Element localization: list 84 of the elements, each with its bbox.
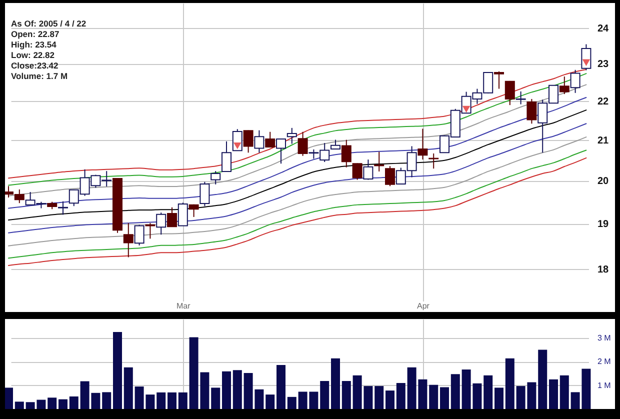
y-tick-label: 19 bbox=[598, 219, 610, 230]
y-tick-label: 20 bbox=[598, 176, 610, 188]
bar bbox=[48, 398, 57, 409]
bar bbox=[276, 364, 286, 409]
bar bbox=[342, 381, 351, 409]
bar bbox=[440, 387, 449, 409]
candlestick bbox=[286, 127, 297, 144]
bar bbox=[505, 358, 514, 409]
bar bbox=[266, 394, 275, 409]
bar bbox=[113, 332, 122, 409]
bar bbox=[5, 388, 13, 409]
candlestick bbox=[504, 80, 515, 106]
candlestick bbox=[526, 98, 537, 124]
bar bbox=[484, 375, 493, 409]
candlestick bbox=[58, 200, 68, 216]
point bbox=[462, 106, 470, 113]
bar bbox=[560, 375, 569, 409]
candlestick bbox=[134, 224, 144, 246]
candlestick bbox=[570, 69, 580, 94]
annotation: Open: 22.87 bbox=[11, 29, 60, 39]
bar bbox=[58, 399, 68, 409]
line-series bbox=[8, 110, 587, 221]
bar bbox=[331, 358, 340, 409]
bar bbox=[168, 392, 176, 409]
bar bbox=[287, 396, 296, 409]
annotation: Low: 22.82 bbox=[11, 50, 55, 60]
candlestick bbox=[418, 128, 428, 160]
candlestick bbox=[559, 76, 570, 95]
bar bbox=[124, 367, 133, 409]
candlestick bbox=[363, 159, 374, 180]
y-tick-label: 21 bbox=[598, 135, 610, 146]
line-series bbox=[8, 96, 587, 209]
bar bbox=[320, 381, 330, 409]
y-tick-label: 23 bbox=[598, 59, 610, 70]
candlestick bbox=[352, 162, 362, 180]
y-tick-label: 2 M bbox=[598, 357, 612, 366]
candlestick bbox=[178, 202, 188, 226]
candlestick bbox=[222, 140, 232, 172]
candlestick bbox=[516, 90, 526, 105]
point bbox=[234, 142, 242, 150]
x-tick-label: Apr bbox=[416, 302, 430, 310]
y-tick-label: 18 bbox=[598, 264, 610, 276]
line-series bbox=[8, 136, 587, 246]
y-tick-label: 24 bbox=[598, 24, 610, 35]
y-tick-label: 1 M bbox=[598, 380, 612, 390]
bar bbox=[14, 402, 24, 409]
candlestick bbox=[341, 139, 352, 168]
annotation: High: 23.54 bbox=[11, 40, 57, 50]
bar bbox=[102, 392, 112, 409]
candlestick bbox=[167, 206, 177, 228]
bar bbox=[429, 384, 438, 409]
candlestick bbox=[188, 204, 199, 218]
bar bbox=[549, 379, 558, 409]
bar bbox=[69, 396, 78, 409]
candlestick bbox=[494, 70, 504, 90]
bar bbox=[374, 386, 384, 409]
x-tick-label: Mar bbox=[176, 302, 191, 310]
candlestick bbox=[200, 181, 210, 207]
bar bbox=[156, 392, 166, 409]
annotation: Close:23.42 bbox=[11, 60, 59, 70]
bar bbox=[211, 388, 220, 409]
bar bbox=[386, 390, 394, 409]
bar bbox=[538, 350, 548, 409]
candlestick bbox=[243, 130, 254, 154]
candlestick bbox=[276, 138, 286, 164]
bar bbox=[396, 382, 406, 409]
candlestick bbox=[265, 131, 276, 148]
candlestick bbox=[254, 130, 264, 154]
candlestick bbox=[156, 212, 166, 236]
annotation: Volume: 1.7 M bbox=[11, 71, 68, 81]
bar bbox=[450, 374, 460, 409]
bar bbox=[178, 392, 188, 409]
candlestick bbox=[330, 139, 340, 150]
candlestick bbox=[123, 222, 134, 258]
line-series bbox=[8, 123, 587, 234]
y-tick-label: 22 bbox=[598, 96, 610, 108]
y-tick-label: 3 M bbox=[598, 333, 612, 342]
annotation: As Of: 2005 / 4 / 22 bbox=[11, 18, 86, 28]
candlestick bbox=[385, 166, 395, 187]
bar bbox=[494, 388, 504, 409]
candlestick bbox=[210, 170, 221, 185]
candlestick bbox=[298, 131, 308, 156]
bar bbox=[222, 371, 231, 409]
bar bbox=[232, 370, 242, 409]
